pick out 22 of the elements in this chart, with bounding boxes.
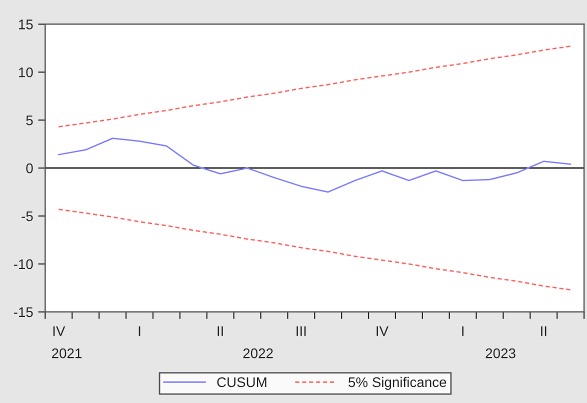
x-tick-label: I [138,326,140,336]
x-tick-label: I [462,326,464,336]
line-series [58,46,572,128]
y-tick-label: -10 [14,259,33,270]
y-tick-label: -15 [14,307,33,318]
text: 2023 [486,348,516,358]
y-tick-label: 15 [19,20,33,30]
y-tick-label: 5 [26,116,33,126]
y-tick-label: -5 [22,211,33,222]
y-tick-label: 0 [26,163,33,174]
x-tick-label: II [541,326,546,336]
x-tick-label: IV [53,326,66,336]
x-tick-label: III [296,326,306,336]
line-series [58,208,572,291]
text: 2021 [52,348,82,358]
text: 2022 [243,348,273,358]
y-tick-label: 10 [19,67,33,78]
x-tick-label: II [218,326,223,336]
legend-label: CUSUM [217,377,266,388]
x-tick-label: IV [376,326,388,336]
line-series [58,138,572,193]
legend-label: 5% Significance [348,376,446,390]
